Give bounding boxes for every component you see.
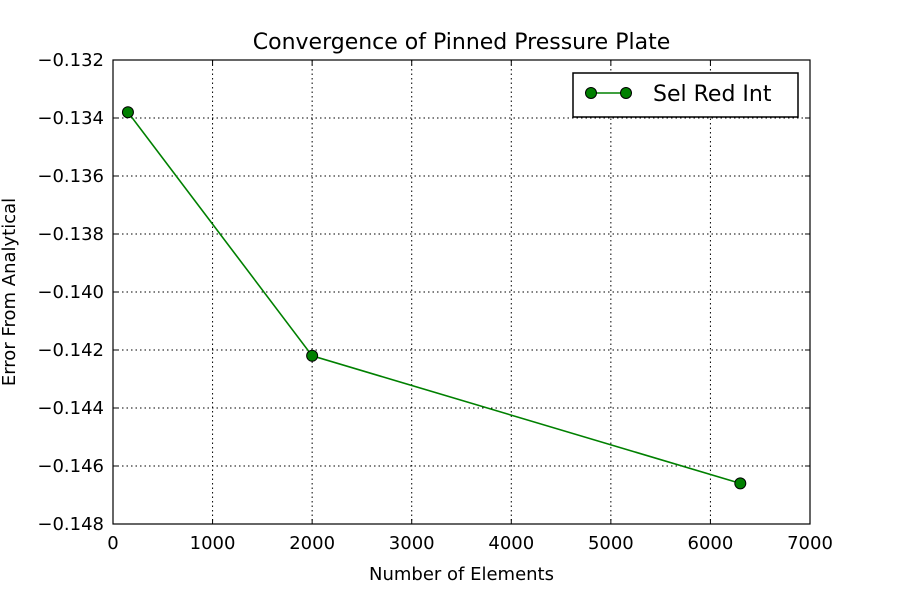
y-tick-label: −0.134	[37, 108, 104, 129]
y-tick-label: −0.148	[37, 514, 104, 535]
x-tick-label: 2000	[289, 533, 335, 554]
axis-ticks: 0 1000 2000 3000 4000 5000 6000 7000 −0.132 −0.13…	[37, 50, 833, 554]
x-axis-label: Number of Elements	[369, 564, 554, 585]
x-tick-label: 0	[107, 533, 118, 554]
legend-box	[572, 72, 799, 118]
y-tick-label: −0.140	[37, 282, 104, 303]
x-tick-label: 5000	[588, 533, 634, 554]
y-tick-label: −0.146	[37, 456, 104, 477]
data-point	[306, 349, 319, 362]
grid-lines	[112, 59, 811, 525]
legend-label: Sel Red Int	[653, 82, 772, 107]
y-axis-label: Error From Analytical	[0, 198, 20, 386]
x-tick-label: 7000	[787, 533, 833, 554]
chart-title: Convergence of Pinned Pressure Plate	[253, 30, 670, 55]
x-tick-label: 3000	[389, 533, 435, 554]
y-tick-label: −0.142	[37, 340, 104, 361]
y-tick-label: −0.136	[37, 166, 104, 187]
series-line	[127, 111, 741, 485]
legend-marker	[585, 87, 597, 99]
y-tick-label: −0.138	[37, 224, 104, 245]
y-tick-label: −0.144	[37, 398, 104, 419]
x-tick-label: 1000	[190, 533, 236, 554]
y-tick-label: −0.132	[37, 50, 104, 71]
x-tick-label: 6000	[688, 533, 734, 554]
data-point	[734, 477, 747, 490]
series-layer	[121, 106, 747, 490]
legend: Sel Red Int	[572, 72, 799, 118]
data-point	[121, 106, 134, 119]
legend-marker	[620, 87, 632, 99]
x-tick-label: 4000	[488, 533, 534, 554]
